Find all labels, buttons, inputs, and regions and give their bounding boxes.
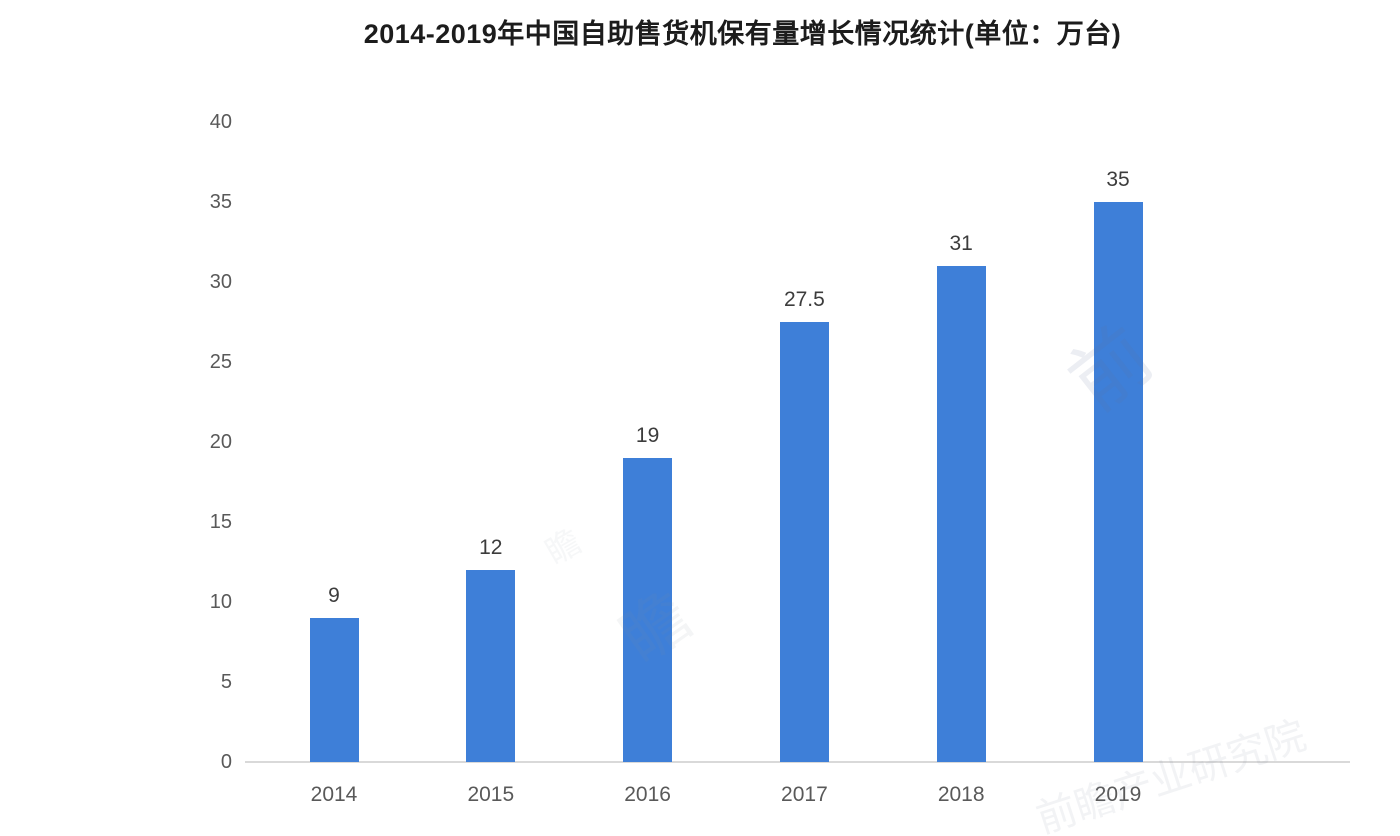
- bar: [1093, 202, 1143, 762]
- x-axis-tick-label: 2018: [937, 783, 985, 806]
- y-axis-tick-label: 10: [209, 591, 232, 613]
- y-axis-tick-label: 15: [209, 511, 232, 533]
- chart-title: 2014-2019年中国自助售货机保有量增长情况统计(单位：万台): [363, 19, 1122, 49]
- bar: [936, 266, 986, 762]
- bar: [309, 618, 359, 762]
- bar-value-label: 9: [328, 584, 340, 607]
- x-axis-line: [245, 761, 1350, 763]
- bar-value-label: 27.5: [783, 288, 825, 311]
- y-axis-tick-label: 30: [209, 271, 232, 293]
- x-axis-tick-label: 2014: [310, 783, 358, 806]
- y-axis-tick-label: 5: [220, 671, 232, 693]
- y-axis-tick-label: 35: [209, 191, 232, 213]
- x-axis-tick-label: 2017: [781, 783, 828, 806]
- watermark-text: 瞻: [539, 522, 588, 573]
- bar: [779, 322, 829, 762]
- bar: [623, 458, 673, 762]
- y-axis-tick-label: 0: [220, 751, 232, 773]
- y-axis-tick-label: 20: [209, 431, 232, 453]
- y-axis-tick-label: 25: [209, 351, 232, 373]
- bar-value-label: 31: [949, 232, 973, 255]
- watermark-text: 前瞻产业研究院: [1031, 713, 1312, 836]
- x-axis-tick-label: 2016: [624, 783, 671, 806]
- bar-value-label: 19: [635, 424, 660, 447]
- x-axis-tick-label: 2015: [467, 783, 515, 806]
- bar: [466, 570, 516, 762]
- y-axis-tick-label: 40: [209, 111, 232, 133]
- bar-value-label: 12: [479, 536, 503, 559]
- bar-value-label: 35: [1106, 168, 1130, 191]
- x-axis-tick-label: 2019: [1094, 783, 1142, 806]
